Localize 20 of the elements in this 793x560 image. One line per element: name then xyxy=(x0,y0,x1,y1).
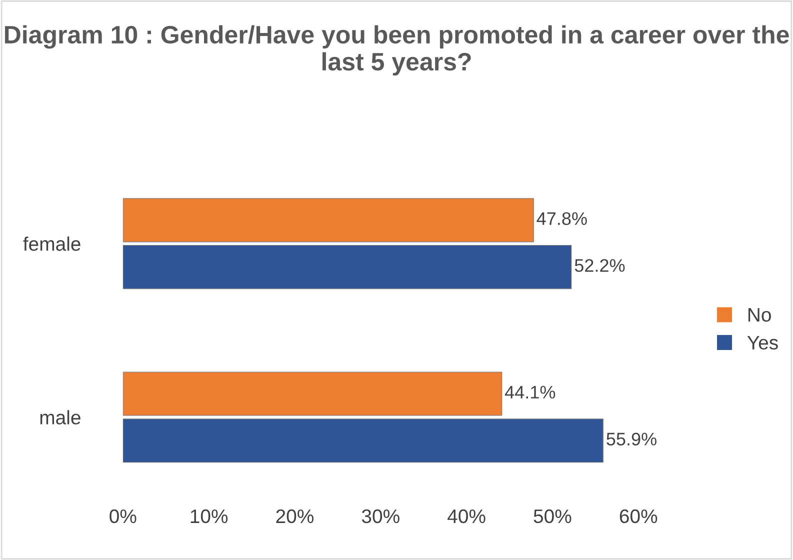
bar xyxy=(122,198,534,242)
bar xyxy=(122,372,502,416)
y-tick-label: female xyxy=(23,236,80,251)
data-label: 52.2% xyxy=(574,259,625,272)
legend-label: Yes xyxy=(747,336,778,350)
x-tick-label: 50% xyxy=(534,509,572,524)
bar xyxy=(122,244,572,290)
x-tick-label: 20% xyxy=(276,509,314,524)
bar xyxy=(122,418,604,463)
x-tick-label: 40% xyxy=(448,509,486,524)
chart-title: Diagram 10 : Gender/Have you been promoted in a career over the last 5 years? xyxy=(5,25,789,76)
x-tick-label: 0% xyxy=(110,509,136,524)
x-tick-label: 10% xyxy=(190,509,228,524)
data-label: 55.9% xyxy=(606,432,656,446)
data-label: 44.1% xyxy=(504,386,556,399)
y-tick-label: male xyxy=(40,410,80,424)
legend-label: No xyxy=(748,308,771,322)
x-tick-label: 60% xyxy=(620,509,658,524)
x-tick-label: 30% xyxy=(362,509,400,524)
data-label: 47.8% xyxy=(536,212,587,226)
